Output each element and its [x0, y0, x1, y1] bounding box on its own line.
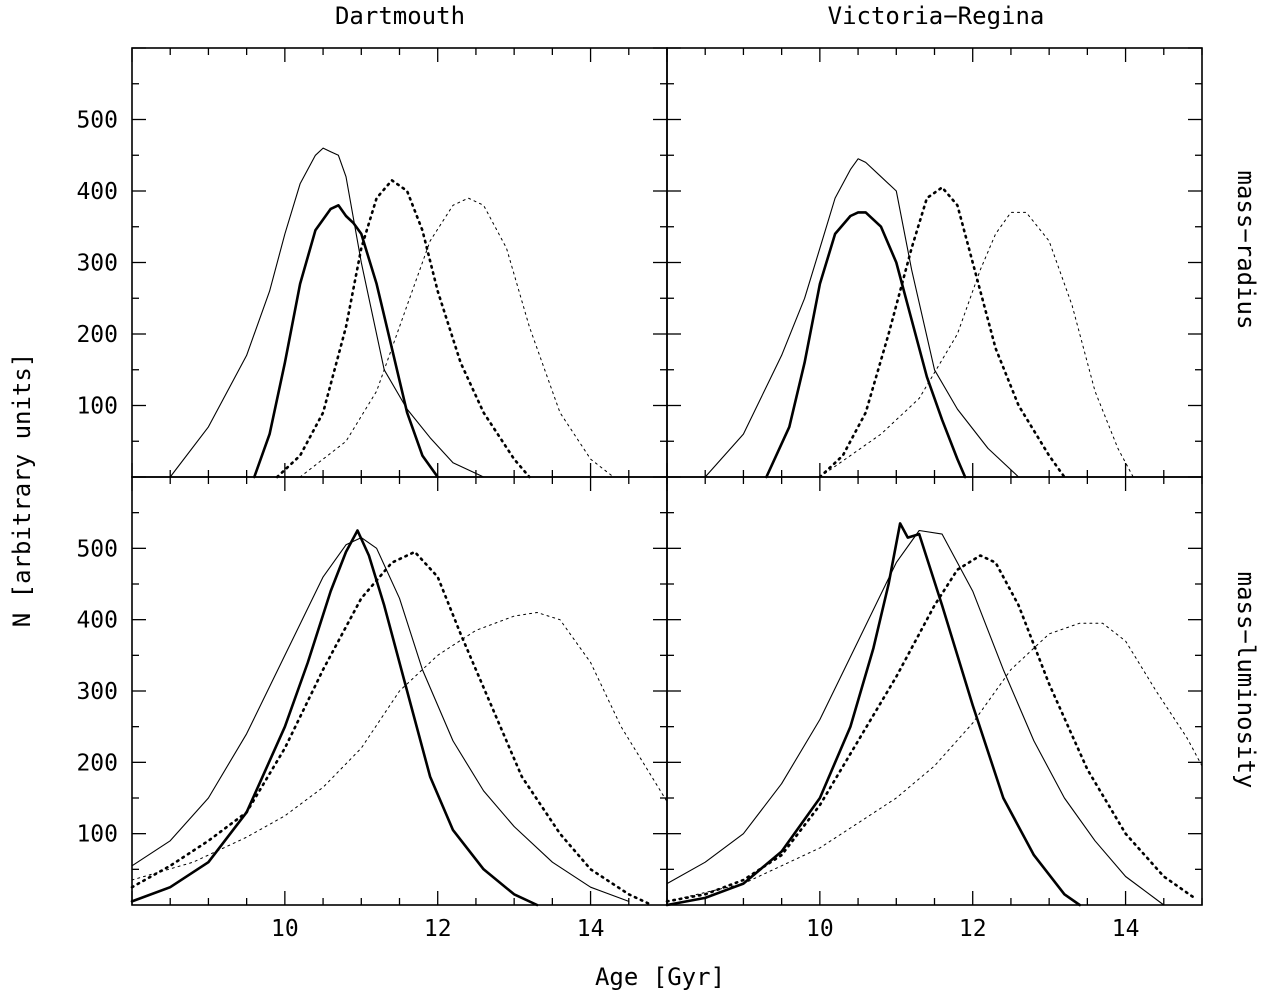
series-line-thin-solid [704, 158, 1020, 478]
y-axis-label: N [arbitrary units] [8, 353, 36, 628]
y-tick-label: 300 [76, 679, 118, 705]
column-title-dartmouth: Dartmouth [335, 2, 465, 30]
x-tick-label: 10 [806, 916, 834, 942]
series-line-thin-solid [131, 537, 630, 902]
y-tick-label: 100 [76, 822, 118, 848]
series-line-thick-solid [130, 529, 539, 907]
series-line-thin-dotted [299, 197, 614, 478]
y-tick-label: 300 [76, 251, 118, 277]
series-line-thin-dotted [131, 612, 668, 881]
series-line-thin-solid [666, 529, 1165, 906]
series-line-thick-solid [765, 211, 967, 479]
series-line-thin-dotted [819, 211, 1134, 478]
y-tick-label: 100 [76, 394, 118, 420]
panel-4: 10 12 14 [665, 476, 1203, 942]
y-tick-label: 400 [76, 608, 118, 634]
series-line-thick-dotted [130, 550, 654, 907]
row-label-mass-radius: mass−radius [1232, 171, 1260, 330]
y-tick-label: 200 [76, 322, 118, 348]
panel-frame [666, 476, 1203, 906]
panel-2 [666, 47, 1203, 479]
x-axis-label: Age [Gyr] [595, 963, 725, 991]
y-tick-label: 500 [76, 536, 118, 562]
x-tick-label: 14 [577, 916, 605, 942]
panel-1: 100 200 300 400 500 [76, 47, 668, 479]
series-line-thick-solid [253, 204, 440, 479]
panel-frame [131, 47, 668, 478]
x-tick-label: 14 [1112, 916, 1140, 942]
column-title-victoria-regina: Victoria−Regina [828, 2, 1045, 30]
y-tick-label: 500 [76, 108, 118, 134]
panel-frame [666, 47, 1203, 478]
x-tick-label: 10 [271, 916, 299, 942]
panel-3: 100 200 300 400 500 10 12 14 [76, 476, 668, 942]
y-tick-label: 400 [76, 179, 118, 205]
series-line-thin-dotted [666, 622, 1203, 902]
series-line-thin-solid [169, 147, 485, 478]
series-line-thick-dotted [275, 179, 531, 479]
row-label-mass-luminosity: mass−luminosity [1232, 572, 1260, 789]
x-tick-label: 12 [959, 916, 987, 942]
panels-group: 100 200 300 400 500 100 200 300 400 500 10 12 14 10 12… [76, 47, 1203, 942]
series-line-thick-dotted [818, 186, 1066, 479]
x-tick-label: 12 [424, 916, 452, 942]
series-line-thick-dotted [665, 554, 1196, 903]
y-tick-label: 200 [76, 750, 118, 776]
